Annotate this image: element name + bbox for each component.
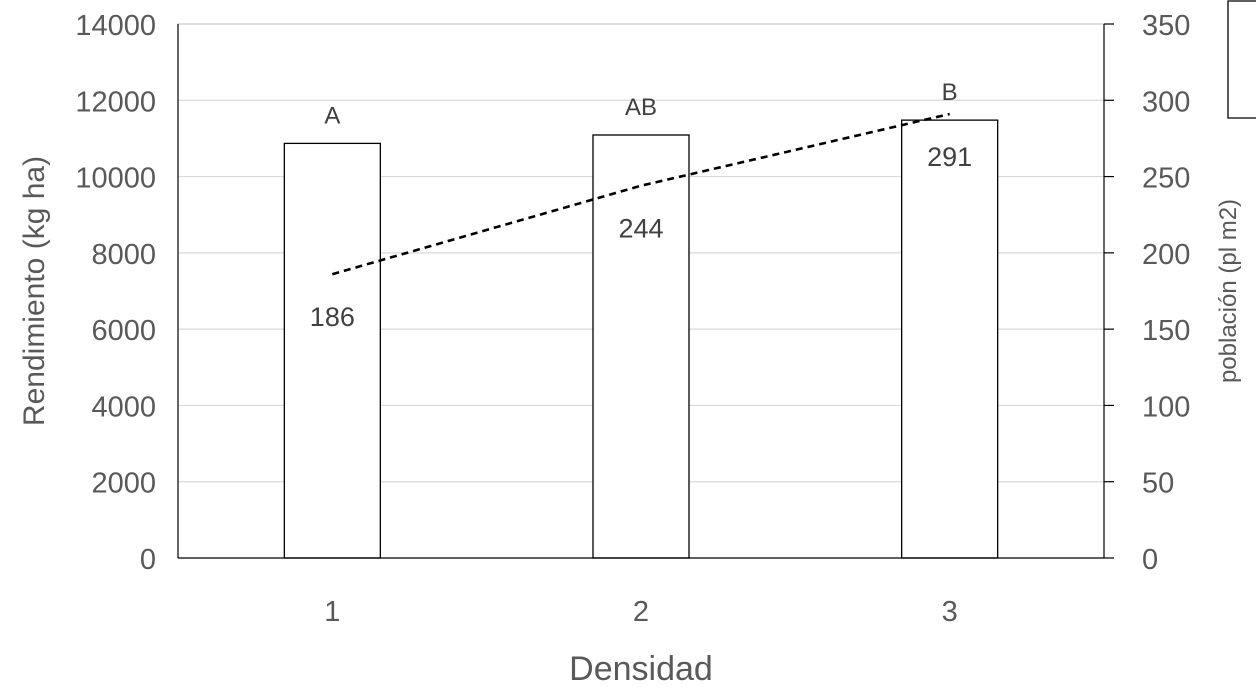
line-data-label: 186 (310, 302, 355, 332)
bar-series (283, 119, 999, 559)
line-labels: 186 244 291 (310, 142, 972, 332)
x-tick-label: 3 (942, 596, 958, 628)
y2-axis-title: población (pl m2) (1215, 199, 1242, 383)
y-axis-ticks: 0 2000 4000 6000 8000 10000 12000 14000 (75, 10, 156, 576)
y-tick-label: 10000 (75, 163, 156, 195)
line-data-label: 244 (618, 214, 663, 244)
y-tick-label: 2000 (91, 468, 156, 500)
bar (901, 119, 999, 559)
x-tick-label: 2 (633, 596, 649, 628)
line-data-label: 291 (927, 142, 972, 172)
legend-box-fragment (1227, 0, 1256, 119)
y2-tick-label: 350 (1142, 10, 1190, 42)
bar-labels: A AB B (324, 79, 957, 129)
y2-tick-label: 100 (1142, 391, 1190, 423)
y2-tick-label: 50 (1142, 468, 1174, 500)
y2-tick-label: 150 (1142, 315, 1190, 347)
y-tick-label: 4000 (91, 391, 156, 423)
y-tick-label: 6000 (91, 315, 156, 347)
y-tick-label: 12000 (75, 86, 156, 118)
y2-tick-label: 0 (1142, 544, 1158, 576)
y-tick-label: 14000 (75, 10, 156, 42)
line-series (331, 112, 950, 276)
bar (592, 134, 690, 559)
x-axis-title: Densidad (569, 650, 713, 688)
population-line (331, 112, 950, 276)
y-axis-title: Rendimiento (kg ha) (18, 156, 51, 426)
y2-tick-label: 300 (1142, 86, 1190, 118)
x-axis-ticks: 1 2 3 (324, 596, 957, 628)
y-tick-label: 8000 (91, 239, 156, 271)
bar-label: AB (625, 94, 657, 121)
y2-tick-label: 200 (1142, 239, 1190, 271)
y-tick-label: 0 (140, 544, 156, 576)
x-tick-label: 1 (324, 596, 340, 628)
y2-tick-label: 250 (1142, 163, 1190, 195)
y2-axis-ticks: 0 50 100 150 200 250 300 350 (1104, 10, 1190, 576)
bar-label: A (324, 102, 340, 129)
bar-label: B (942, 79, 958, 106)
bar (283, 142, 381, 559)
